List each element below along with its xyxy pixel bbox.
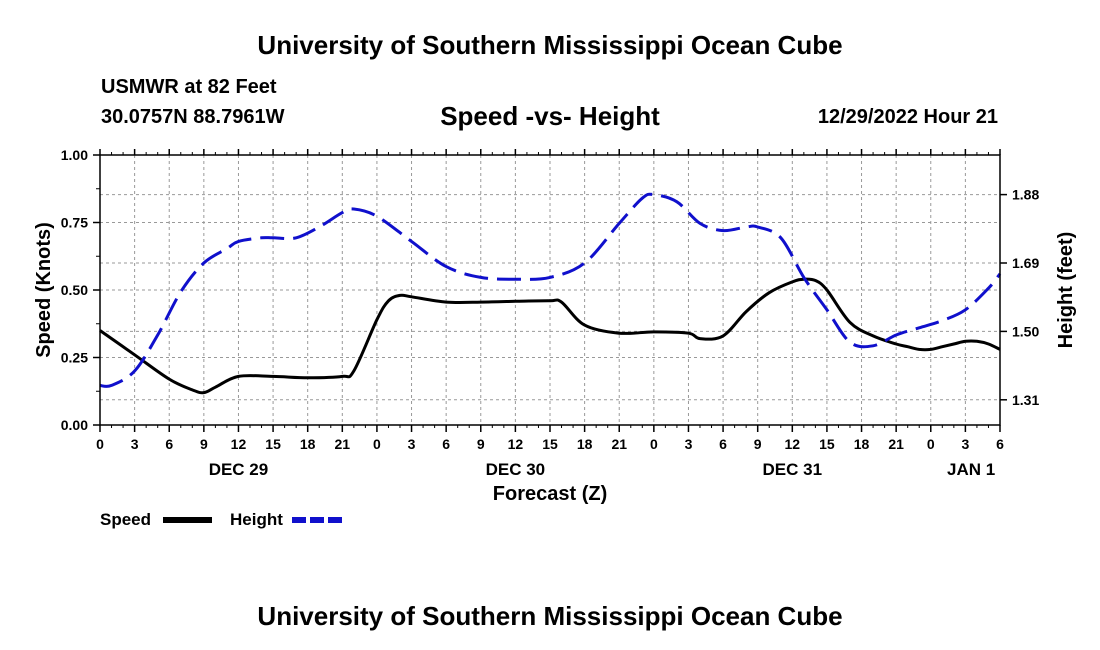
y2-tick-label: 1.50: [1012, 323, 1039, 339]
x-tick-label: 21: [611, 436, 627, 452]
coordinates-label: 30.0757N 88.7961W: [101, 106, 285, 128]
x-tick-label: 6: [996, 436, 1004, 452]
x-tick-label: 18: [577, 436, 593, 452]
y2-tick-label: 1.31: [1012, 392, 1039, 408]
date-label: JAN 1: [947, 460, 995, 479]
legend: Speed Height: [100, 510, 342, 529]
x-axis-label: Forecast (Z): [493, 483, 607, 505]
x-tick-label: 6: [165, 436, 173, 452]
x-tick-label: 15: [819, 436, 835, 452]
date-label: DEC 29: [209, 460, 269, 479]
legend-label-speed: Speed: [100, 510, 151, 529]
x-tick-label: 9: [477, 436, 485, 452]
y-tick-label: 0.50: [61, 282, 88, 298]
main-title: University of Southern Mississippi Ocean…: [257, 30, 843, 60]
x-tick-label: 6: [719, 436, 727, 452]
y2-axis-label: Height (feet): [1055, 232, 1077, 349]
x-tick-label: 3: [408, 436, 416, 452]
date-label: DEC 31: [763, 460, 823, 479]
series-layer: [99, 192, 1002, 395]
x-tick-label: 3: [961, 436, 969, 452]
datetime-label: 12/29/2022 Hour 21: [817, 106, 998, 128]
x-tick-label: 3: [131, 436, 139, 452]
y-tick-label: 0.00: [61, 417, 88, 433]
x-tick-label: 0: [373, 436, 381, 452]
legend-label-height: Height: [230, 510, 283, 529]
x-tick-label: 6: [442, 436, 450, 452]
x-tick-label: 15: [265, 436, 281, 452]
y-tick-label: 0.25: [61, 350, 88, 366]
x-tick-label: 21: [335, 436, 351, 452]
x-tick-label: 0: [650, 436, 658, 452]
y-tick-label: 1.00: [61, 147, 88, 163]
station-label: USMWR at 82 Feet: [101, 76, 277, 98]
series-line-height: [99, 192, 1002, 388]
date-label: DEC 30: [486, 460, 546, 479]
series-line-speed: [99, 277, 1001, 395]
x-tick-label: 21: [888, 436, 904, 452]
y-tick-label: 0.75: [61, 215, 88, 231]
x-tick-label: 0: [96, 436, 104, 452]
x-tick-label: 12: [785, 436, 801, 452]
x-tick-label: 9: [200, 436, 208, 452]
x-tick-label: 18: [854, 436, 870, 452]
plot-frame: [99, 154, 1001, 426]
x-tick-label: 3: [685, 436, 693, 452]
x-tick-label: 15: [542, 436, 558, 452]
y2-tick-label: 1.88: [1012, 187, 1039, 203]
x-tick-label: 18: [300, 436, 316, 452]
x-tick-label: 12: [231, 436, 247, 452]
x-tick-label: 0: [927, 436, 935, 452]
x-tick-label: 12: [508, 436, 524, 452]
y-axis-label: Speed (Knots): [33, 222, 55, 358]
y2-tick-label: 1.69: [1012, 255, 1039, 271]
chart-title: Speed -vs- Height: [440, 101, 660, 131]
x-tick-label: 9: [754, 436, 762, 452]
grid-layer: [100, 155, 1000, 425]
footer-title: University of Southern Mississippi Ocean…: [257, 601, 843, 631]
